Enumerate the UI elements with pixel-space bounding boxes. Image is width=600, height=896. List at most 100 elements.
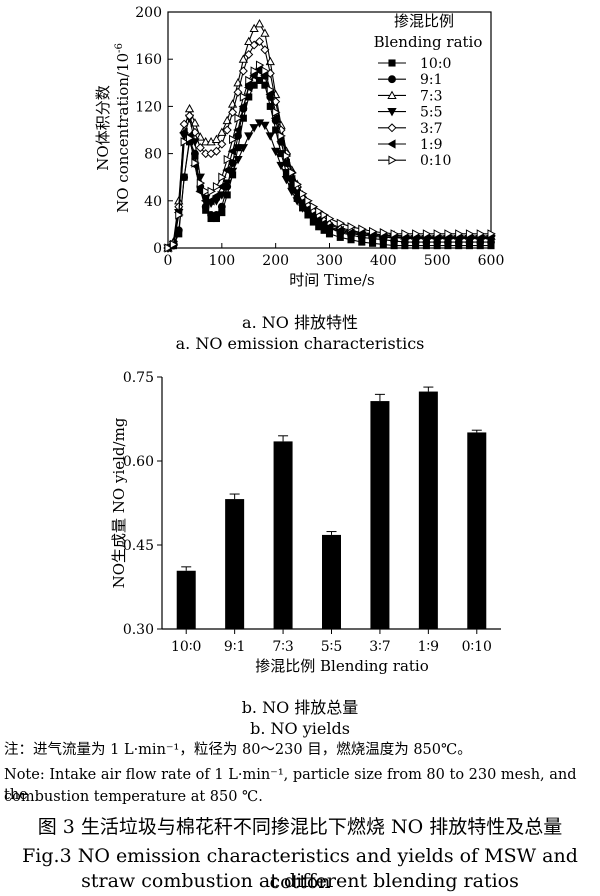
- triangle-right-marker: [185, 133, 195, 143]
- triangle-right-marker: [164, 243, 173, 253]
- circle-marker: [388, 75, 396, 84]
- triangle-right-marker: [315, 206, 324, 217]
- y-tick-label: 0.60: [123, 454, 154, 470]
- triangle-down-marker: [287, 187, 297, 197]
- diamond-marker: [211, 146, 221, 156]
- triangle-left-marker: [217, 181, 226, 192]
- triangle-right-marker: [455, 229, 464, 239]
- triangle-up-marker: [387, 90, 397, 99]
- triangle-left-marker: [243, 82, 253, 93]
- triangle-right-marker: [390, 229, 399, 239]
- bar-3∶7: [370, 401, 390, 629]
- triangle-right-marker: [358, 224, 367, 234]
- triangle-left-marker: [319, 218, 328, 228]
- x-axis-label: 时间 Time/s: [289, 271, 374, 289]
- square-marker: [388, 59, 396, 67]
- triangle-left-marker: [387, 139, 396, 149]
- legend-label: 9:1: [420, 72, 443, 88]
- y-axis-label-unit-exponent: -6: [114, 43, 125, 53]
- diamond-marker: [179, 119, 189, 129]
- triangle-right-marker: [299, 189, 308, 199]
- diamond-marker: [238, 66, 248, 76]
- triangle-right-marker: [277, 131, 286, 141]
- line-chart-series: [163, 18, 496, 253]
- line-chart-axes: 0 100 200 300 400 500 600 0 40 80 120 160 200: [135, 5, 504, 269]
- legend-label: 7:3: [420, 88, 443, 104]
- figure-caption-en-2: straw combustion at different blending r…: [81, 870, 519, 892]
- diamond-marker: [185, 111, 195, 121]
- bar-9∶1: [225, 499, 245, 629]
- triangle-up-marker: [211, 134, 222, 143]
- note-line-en-1: Note: Intake air flow rate of 1 L·min⁻¹,…: [4, 767, 577, 803]
- diamond-marker: [190, 127, 200, 137]
- category-label: 7∶3: [272, 639, 293, 655]
- diamond-marker: [244, 49, 254, 59]
- triangle-down-marker: [292, 197, 302, 206]
- triangle-right-marker: [347, 222, 356, 232]
- y-tick-label: 40: [144, 194, 162, 210]
- x-tick-label: 300: [316, 253, 343, 269]
- figure-caption-en-1: Fig.3 NO emission characteristics and yi…: [22, 845, 578, 893]
- y-tick-label: 0.45: [123, 538, 154, 554]
- legend-label: 3:7: [420, 121, 443, 137]
- figure-caption-zh: 图 3 生活垃圾与棉花秆不同掺混比下燃烧 NO 排放特性及总量: [37, 816, 563, 838]
- triangle-right-marker: [293, 179, 303, 189]
- x-tick-label: 100: [208, 253, 235, 269]
- legend-title-en: Blending ratio: [374, 33, 483, 51]
- triangle-left-marker: [346, 228, 355, 238]
- triangle-right-marker: [250, 66, 259, 76]
- triangle-left-marker: [222, 165, 231, 175]
- triangle-right-marker: [169, 239, 179, 250]
- category-label: 5∶5: [321, 639, 342, 655]
- y-tick-label: 0.75: [123, 370, 154, 386]
- triangle-right-marker: [180, 137, 189, 147]
- triangle-left-marker: [238, 101, 247, 112]
- panel-b-label-en: b. NO yields: [250, 719, 350, 738]
- x-tick-label: 500: [424, 253, 451, 269]
- triangle-up-marker: [254, 18, 265, 28]
- panel-a-label-zh: a. NO 排放特性: [242, 313, 358, 332]
- panel-b-label-zh: b. NO 排放总量: [241, 698, 359, 717]
- triangle-up-marker: [260, 28, 270, 37]
- emission-line-chart: 0 100 200 300 400 500 600 0 40 80 120 160 200 掺混比例 Bl…: [94, 5, 504, 289]
- triangle-up-marker: [249, 23, 259, 33]
- y-tick-label: 0.30: [123, 622, 154, 638]
- triangle-left-marker: [233, 125, 242, 135]
- triangle-up-marker: [190, 118, 200, 127]
- triangle-right-marker: [207, 186, 216, 197]
- triangle-right-marker: [175, 210, 184, 220]
- square-marker: [255, 76, 264, 84]
- triangle-down-marker: [265, 132, 275, 141]
- x-tick-label: 400: [370, 253, 397, 269]
- triangle-right-marker: [476, 229, 486, 239]
- triangle-right-marker: [255, 60, 265, 70]
- triangle-right-marker: [191, 158, 200, 168]
- diamond-marker: [222, 125, 232, 135]
- legend-label: 5:5: [420, 105, 443, 121]
- y-axis-label-en-text: NO concentration/10: [114, 53, 132, 213]
- triangle-right-marker: [261, 66, 270, 76]
- category-label: 0∶10: [462, 639, 492, 655]
- panel-a-label-en: a. NO emission characteristics: [175, 334, 425, 353]
- circle-marker: [217, 202, 226, 211]
- triangle-right-marker: [369, 226, 378, 237]
- triangle-left-marker: [211, 191, 220, 201]
- y-axis-label-zh: NO体积分数: [94, 85, 112, 170]
- triangle-right-marker: [433, 229, 442, 239]
- triangle-right-marker: [202, 186, 211, 197]
- triangle-down-marker: [244, 132, 254, 141]
- bar-0∶10: [467, 432, 487, 629]
- line-chart-legend: 掺混比例 Blending ratio 10:09:17:35:53:71:90:1…: [374, 12, 483, 169]
- circle-marker: [212, 211, 221, 219]
- y-axis-label-en: NO concentration/10-6: [114, 43, 132, 213]
- triangle-left-marker: [179, 127, 188, 138]
- x-tick-label: 600: [478, 253, 505, 269]
- diamond-marker: [195, 143, 205, 153]
- bar-10∶0: [176, 570, 196, 629]
- triangle-down-marker: [233, 155, 243, 165]
- triangle-up-marker: [184, 103, 195, 113]
- category-label: 10∶0: [171, 639, 201, 655]
- triangle-right-marker: [229, 134, 238, 145]
- series-0-10: [164, 60, 496, 253]
